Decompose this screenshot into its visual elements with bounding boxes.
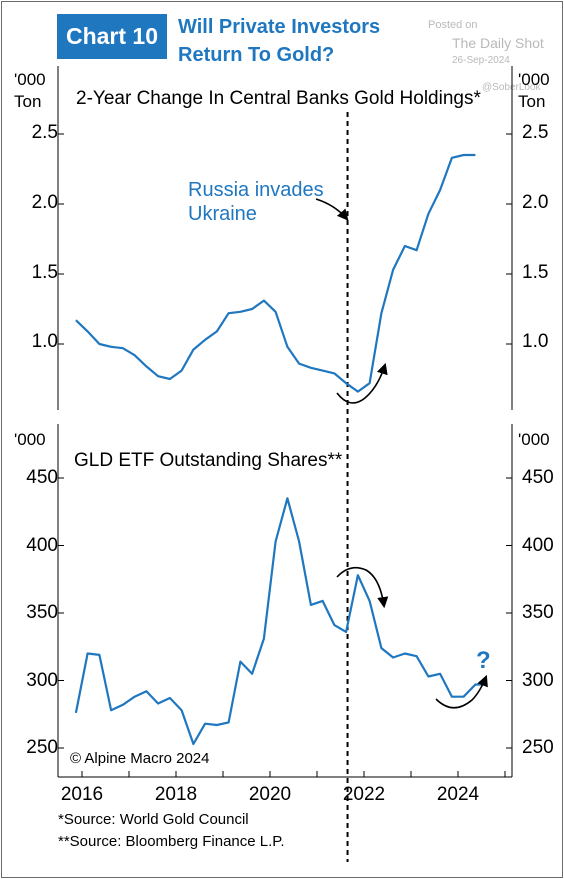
bottom-panel-title: GLD ETF Outstanding Shares** xyxy=(74,450,343,471)
chart-number-badge: Chart 10 xyxy=(57,14,167,59)
top-turnaround-arrow xyxy=(336,362,388,404)
bottom-right-ytick: 450 xyxy=(522,467,554,488)
bottom-left-ytick: 250 xyxy=(26,737,58,758)
top-right-ytick: 1.5 xyxy=(522,262,549,283)
bottom-right-unit: '000 xyxy=(518,430,550,449)
central-bank-gold-line xyxy=(75,153,476,393)
x-tick-label: 2024 xyxy=(436,784,480,805)
bottom-right-ytick: 300 xyxy=(522,670,554,691)
source-note-1: *Source: World Gold Council xyxy=(58,811,249,828)
watermark-handle: @SoberLook xyxy=(482,82,541,93)
bottom-left-ytick: 300 xyxy=(26,670,58,691)
top-left-ytick: 2.5 xyxy=(31,122,58,143)
bottom-right-ytick: 350 xyxy=(522,602,554,623)
x-tick-label: 2020 xyxy=(248,784,292,805)
bottom-left-unit: '000 xyxy=(14,430,46,449)
top-left-ytick: 1.5 xyxy=(31,262,58,283)
top-right-ytick: 1.0 xyxy=(522,331,549,352)
x-tick-label: 2022 xyxy=(342,784,386,805)
gld-shares-line xyxy=(74,497,488,746)
watermark-posted: Posted on xyxy=(428,19,478,31)
top-right-unit-line-1: '000 xyxy=(518,70,550,89)
x-tick-label: 2018 xyxy=(154,784,198,805)
chart-title: Will Private Investors Return To Gold? xyxy=(178,13,380,69)
question-mark-annotation: ? xyxy=(476,647,491,674)
top-left-unit-line-1: '000 xyxy=(14,70,46,89)
bottom-right-ytick: 400 xyxy=(522,535,554,556)
watermark-date: 26-Sep-2024 xyxy=(452,55,510,66)
bottom-left-ytick: 400 xyxy=(26,535,58,556)
top-right-unit: '000 Ton xyxy=(518,69,550,113)
top-left-ytick: 2.0 xyxy=(31,192,58,213)
bottom-peak-arrow xyxy=(336,566,389,609)
top-right-ytick: 2.0 xyxy=(522,192,549,213)
invasion-annotation-line-1: Russia invades xyxy=(188,179,324,201)
top-left-unit-line-2: Ton xyxy=(14,92,42,111)
source-note-2: **Source: Bloomberg Finance L.P. xyxy=(58,833,285,850)
invasion-annotation: Russia invades Ukraine xyxy=(188,178,324,226)
top-right-ytick: 2.5 xyxy=(522,122,549,143)
top-right-unit-line-2: Ton xyxy=(518,92,546,111)
top-left-ytick: 1.0 xyxy=(31,331,58,352)
chart-title-line-1: Will Private Investors xyxy=(178,16,381,38)
chart-title-line-2: Return To Gold? xyxy=(178,44,335,66)
axis-tick-marks xyxy=(58,133,512,777)
bottom-right-ytick: 250 xyxy=(522,737,554,758)
x-tick-label: 2016 xyxy=(60,784,104,805)
top-left-unit: '000 Ton xyxy=(14,69,46,113)
top-panel-title: 2-Year Change In Central Banks Gold Hold… xyxy=(76,88,481,109)
watermark-brand: The Daily Shot xyxy=(452,35,544,51)
bottom-recovery-arrow xyxy=(435,674,488,709)
bottom-left-ytick: 450 xyxy=(26,467,58,488)
invasion-pointer-arrow xyxy=(315,198,349,221)
bottom-left-ytick: 350 xyxy=(26,602,58,623)
copyright-label: © Alpine Macro 2024 xyxy=(70,750,210,767)
invasion-annotation-line-2: Ukraine xyxy=(188,203,257,225)
